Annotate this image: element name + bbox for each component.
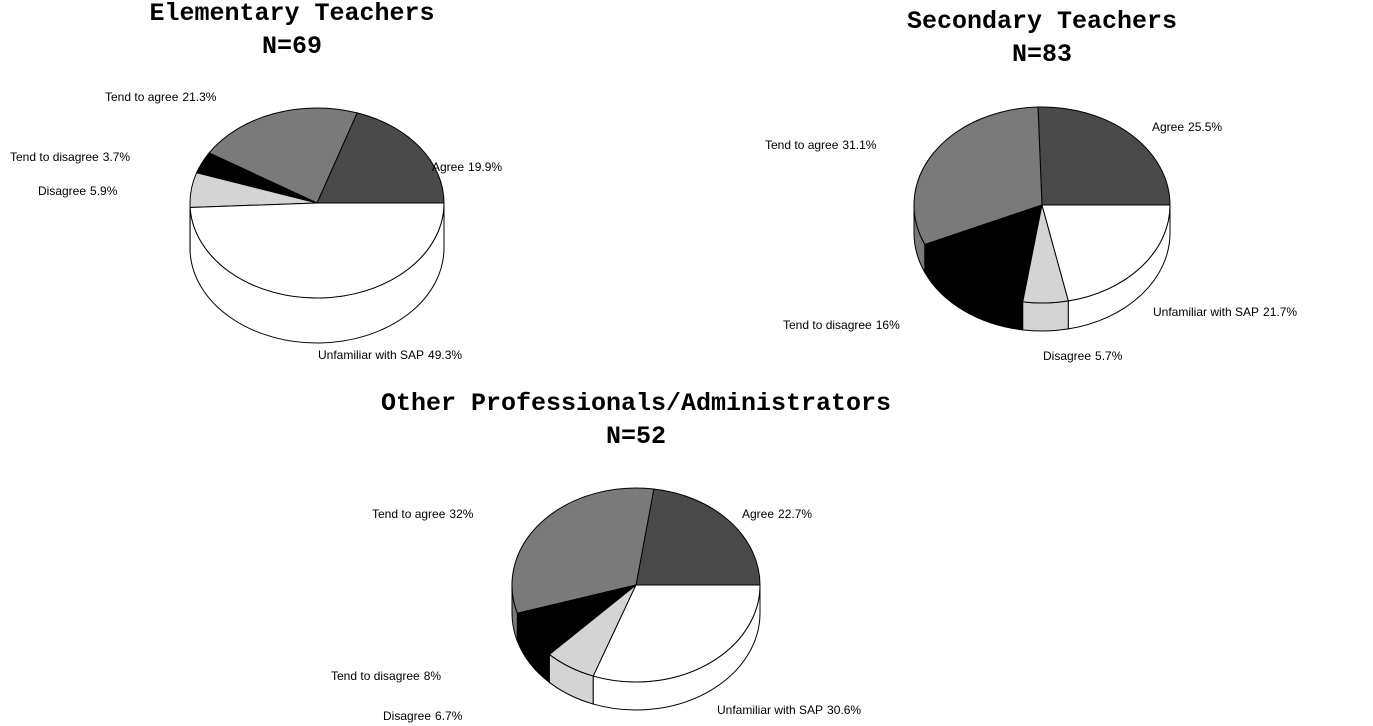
slice-label-name: Agree — [432, 160, 464, 174]
pie-slice — [635, 488, 761, 586]
slice-label: Agree 19.9% — [432, 160, 502, 174]
slice-label-value: 21.3% — [182, 90, 216, 104]
slice-label-value: 21.7% — [1263, 305, 1297, 319]
pie-slice — [511, 487, 655, 614]
slice-label-value: 22.7% — [778, 507, 812, 521]
slice-label: Tend to agree 32% — [372, 507, 474, 521]
pie-side — [1022, 300, 1069, 332]
slice-label: Tend to agree 21.3% — [105, 90, 217, 104]
slice-label-name: Disagree — [38, 184, 86, 198]
chart-subtitle: N=69 — [262, 32, 322, 61]
pie-slice — [1041, 204, 1171, 302]
chart-title: Secondary Teachers — [907, 7, 1177, 36]
slice-label-value: 3.7% — [103, 150, 131, 164]
slice-label-name: Unfamiliar with SAP — [717, 703, 823, 717]
slice-label-name: Agree — [742, 507, 774, 521]
slice-label-value: 5.9% — [90, 184, 118, 198]
slice-label-value: 6.7% — [435, 709, 463, 723]
slice-label: Tend to disagree 16% — [783, 318, 900, 332]
pie-slice — [208, 107, 358, 204]
slice-label: Disagree 5.7% — [1043, 349, 1123, 363]
pie-slice — [189, 202, 445, 299]
pie-slice — [316, 112, 445, 204]
slice-label-name: Tend to agree — [105, 90, 179, 104]
slice-label-name: Disagree — [1043, 349, 1091, 363]
slice-label-value: 49.3% — [428, 348, 462, 362]
slice-label-name: Tend to agree — [765, 138, 839, 152]
slice-label: Disagree 6.7% — [383, 709, 463, 723]
slice-label-value: 8% — [424, 669, 442, 683]
slice-label: Unfamiliar with SAP 21.7% — [1153, 305, 1297, 319]
pie-slice — [913, 106, 1043, 246]
slice-label: Unfamiliar with SAP 49.3% — [318, 348, 462, 362]
slice-label: Agree 22.7% — [742, 507, 812, 521]
slice-label: Agree 25.5% — [1152, 120, 1222, 134]
slice-label: Tend to disagree 3.7% — [10, 150, 130, 164]
slice-label-name: Agree — [1152, 120, 1184, 134]
chart-title: Elementary Teachers — [149, 0, 434, 28]
slice-label-name: Unfamiliar with SAP — [318, 348, 424, 362]
slice-label-value: 31.1% — [842, 138, 876, 152]
slice-label-value: 32% — [449, 507, 473, 521]
slice-label: Tend to agree 31.1% — [765, 138, 877, 152]
pie-slice — [592, 584, 761, 683]
chart-subtitle: N=83 — [1012, 40, 1072, 69]
chart-subtitle: N=52 — [606, 422, 666, 451]
slice-label-name: Unfamiliar with SAP — [1153, 305, 1259, 319]
slice-label-name: Tend to disagree — [10, 150, 99, 164]
slice-label-value: 25.5% — [1188, 120, 1222, 134]
slice-label-value: 5.7% — [1095, 349, 1123, 363]
pie-slice — [924, 204, 1043, 303]
slice-label-name: Tend to disagree — [331, 669, 420, 683]
slice-label: Unfamiliar with SAP 30.6% — [717, 703, 861, 717]
pie-slice — [1037, 106, 1171, 206]
slice-label: Tend to disagree 8% — [331, 669, 441, 683]
slice-label-name: Tend to disagree — [783, 318, 872, 332]
slice-label: Disagree 5.9% — [38, 184, 118, 198]
slice-label-name: Tend to agree — [372, 507, 446, 521]
slice-label-name: Disagree — [383, 709, 431, 723]
slice-label-value: 19.9% — [468, 160, 502, 174]
slice-label-value: 16% — [876, 318, 900, 332]
chart-title: Other Professionals/Administrators — [381, 389, 891, 418]
slice-label-value: 30.6% — [827, 703, 861, 717]
